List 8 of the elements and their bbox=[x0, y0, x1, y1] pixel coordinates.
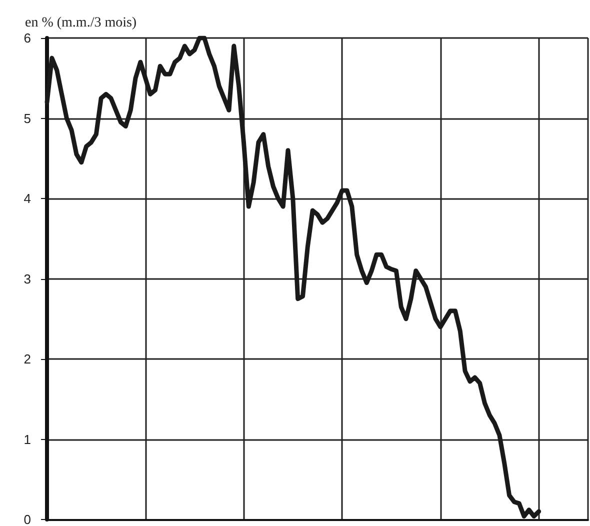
y-tick-label: 5 bbox=[24, 110, 31, 126]
y-tick-label: 6 bbox=[24, 30, 31, 46]
y-tick-label: 2 bbox=[24, 352, 31, 366]
y-axis-title: en % (m.m./3 mois) bbox=[25, 16, 137, 30]
y-tick-label: 0 bbox=[24, 512, 31, 526]
y-tick-label: 4 bbox=[24, 191, 31, 206]
y-tick-label: 1 bbox=[24, 432, 31, 447]
y-tick-label: 3 bbox=[24, 271, 31, 286]
